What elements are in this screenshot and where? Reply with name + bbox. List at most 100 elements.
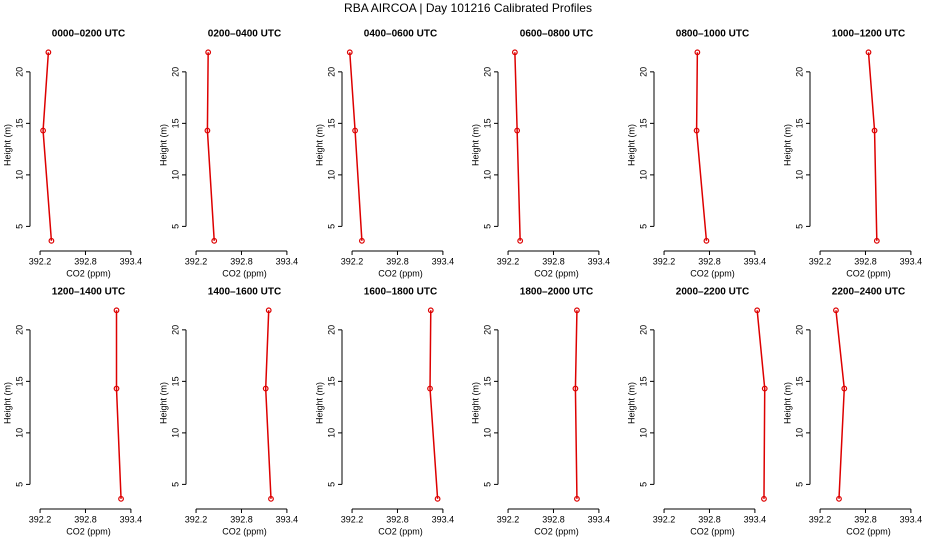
y-tick-label: 20 [638, 67, 648, 77]
y-tick-label: 5 [170, 224, 180, 229]
x-axis-label: CO2 (ppm) [66, 526, 111, 536]
x-tick-label: 392.8 [542, 514, 565, 524]
y-tick-label: 20 [326, 325, 336, 335]
x-tick-label: 393.4 [276, 256, 299, 266]
x-tick-label: 393.4 [588, 514, 611, 524]
profile-line [514, 52, 521, 241]
profile-point [841, 385, 848, 392]
y-tick-label: 15 [170, 118, 180, 128]
y-axis-label: Height (m) [626, 382, 636, 424]
panel-title: 2200–2400 UTC [832, 287, 905, 298]
y-tick-label: 20 [14, 325, 24, 335]
profile-point [871, 127, 878, 134]
profile-line [264, 310, 272, 499]
y-tick-label: 15 [638, 376, 648, 386]
profile-point [514, 127, 521, 134]
profile-line [206, 52, 215, 241]
panel-title: 1000–1200 UTC [832, 29, 905, 40]
y-tick-label: 5 [794, 482, 804, 487]
panel-title: 1200–1400 UTC [52, 287, 125, 298]
panel-title: 2000–2200 UTC [676, 287, 749, 298]
y-tick-label: 5 [170, 482, 180, 487]
x-axis-label: CO2 (ppm) [222, 526, 267, 536]
x-tick-label: 392.2 [809, 256, 832, 266]
panel-title: 0600–0800 UTC [520, 29, 593, 40]
y-axis-label: Height (m) [782, 124, 792, 166]
x-tick-label: 392.2 [29, 514, 52, 524]
y-tick-label: 15 [482, 376, 492, 386]
profile-point [40, 127, 46, 134]
x-tick-label: 393.4 [432, 514, 455, 524]
y-axis-label: Height (m) [314, 124, 324, 166]
y-tick-label: 5 [326, 224, 336, 229]
y-tick-label: 10 [326, 170, 336, 180]
y-tick-label: 15 [14, 376, 24, 386]
y-axis-label: Height (m) [782, 382, 792, 424]
x-tick-label: 392.2 [653, 256, 676, 266]
y-axis-label: Height (m) [470, 382, 480, 424]
x-tick-label: 393.4 [744, 514, 767, 524]
y-tick-label: 15 [794, 118, 804, 128]
y-tick-label: 5 [482, 224, 492, 229]
y-axis-label: Height (m) [158, 382, 168, 424]
profile-point [427, 385, 433, 392]
x-axis-label: CO2 (ppm) [378, 268, 423, 278]
profile-point [113, 385, 120, 392]
profile-line [429, 310, 439, 499]
y-tick-label: 10 [14, 170, 24, 180]
profile-point [761, 385, 768, 392]
profile-point [205, 49, 212, 56]
panel-title: 1800–2000 UTC [520, 287, 593, 298]
x-axis-label: CO2 (ppm) [534, 268, 579, 278]
profile-line [756, 310, 766, 499]
y-tick-label: 5 [482, 482, 492, 487]
x-axis-label: CO2 (ppm) [690, 526, 735, 536]
x-tick-label: 392.8 [74, 256, 97, 266]
y-axis-label: Height (m) [2, 382, 12, 424]
x-tick-label: 392.2 [185, 514, 208, 524]
x-axis-label: CO2 (ppm) [66, 268, 111, 278]
profile-line [574, 310, 578, 499]
page-title: RBA AIRCOA | Day 101216 Calibrated Profi… [344, 1, 592, 15]
y-tick-label: 20 [794, 325, 804, 335]
x-axis-label: CO2 (ppm) [222, 268, 267, 278]
panel-title: 0000–0200 UTC [52, 29, 125, 40]
x-tick-label: 392.8 [854, 256, 877, 266]
x-tick-label: 392.2 [653, 514, 676, 524]
y-tick-label: 15 [326, 376, 336, 386]
panel-title: 1600–1800 UTC [364, 287, 437, 298]
profile-line [867, 52, 878, 241]
profile-point [358, 237, 365, 244]
profile-point [204, 127, 211, 134]
panel-title: 0800–1000 UTC [676, 29, 749, 40]
x-tick-label: 392.2 [185, 256, 208, 266]
y-tick-label: 10 [794, 170, 804, 180]
profile-point [45, 49, 52, 56]
x-tick-label: 393.4 [744, 256, 767, 266]
y-tick-label: 10 [326, 428, 336, 438]
profile-point [118, 495, 124, 502]
profile-line [42, 52, 53, 241]
profile-point [268, 495, 274, 502]
y-tick-label: 20 [794, 67, 804, 77]
x-tick-label: 392.2 [29, 256, 52, 266]
profile-point [833, 307, 839, 314]
y-axis-label: Height (m) [314, 382, 324, 424]
y-tick-label: 20 [170, 67, 180, 77]
y-tick-label: 15 [326, 118, 336, 128]
y-tick-label: 15 [638, 118, 648, 128]
profile-point [352, 127, 358, 134]
x-tick-label: 392.2 [497, 514, 520, 524]
y-tick-label: 10 [482, 170, 492, 180]
y-axis-label: Height (m) [2, 124, 12, 166]
profile-point [211, 237, 218, 244]
profile-line [115, 310, 122, 499]
y-tick-label: 10 [638, 428, 648, 438]
x-tick-label: 393.4 [588, 256, 611, 266]
profile-point [572, 385, 579, 392]
panel-title: 0200–0400 UTC [208, 29, 281, 40]
x-tick-label: 392.8 [854, 514, 877, 524]
x-tick-label: 392.2 [809, 514, 832, 524]
panel-title: 0400–0600 UTC [364, 29, 437, 40]
